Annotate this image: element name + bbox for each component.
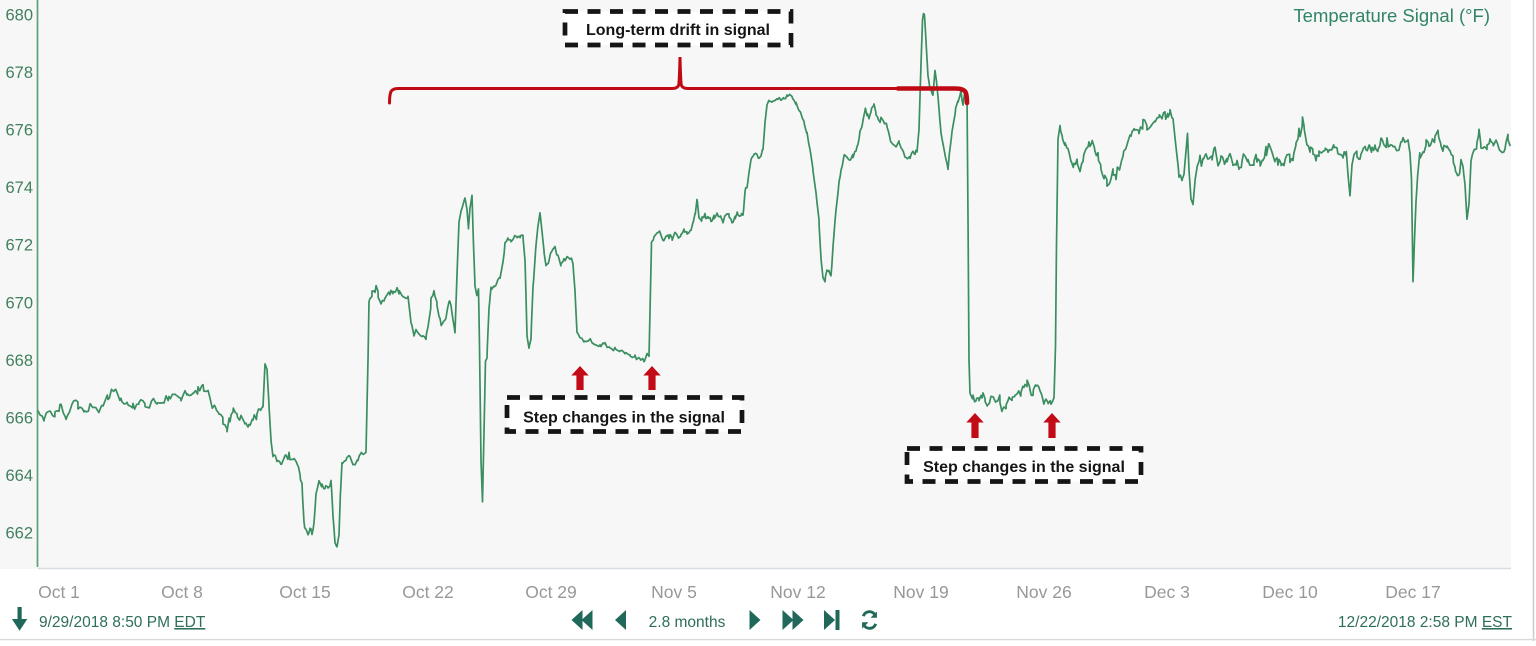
svg-text:672: 672 <box>5 237 33 255</box>
svg-text:668: 668 <box>5 352 33 370</box>
svg-text:Dec 3: Dec 3 <box>1144 582 1190 602</box>
svg-text:662: 662 <box>5 525 33 543</box>
svg-text:678: 678 <box>5 64 33 82</box>
svg-text:Step changes in the signal: Step changes in the signal <box>923 459 1125 476</box>
svg-text:12/22/2018 2:58 PM EST: 12/22/2018 2:58 PM EST <box>1338 614 1513 631</box>
svg-text:670: 670 <box>5 294 33 312</box>
svg-text:680: 680 <box>5 7 33 25</box>
svg-text:664: 664 <box>5 467 33 485</box>
svg-text:Dec 17: Dec 17 <box>1385 582 1440 602</box>
svg-text:Nov 26: Nov 26 <box>1016 582 1071 602</box>
svg-text:Dec 10: Dec 10 <box>1262 582 1318 602</box>
svg-text:Oct 1: Oct 1 <box>38 582 80 602</box>
svg-text:Oct 22: Oct 22 <box>402 582 454 602</box>
svg-text:Oct 15: Oct 15 <box>279 582 331 602</box>
svg-text:666: 666 <box>5 409 33 427</box>
svg-text:Temperature Signal (°F): Temperature Signal (°F) <box>1293 5 1490 26</box>
svg-text:2.8 months: 2.8 months <box>649 614 726 631</box>
svg-text:676: 676 <box>5 122 33 140</box>
svg-text:674: 674 <box>5 179 33 197</box>
svg-text:Step changes in the signal: Step changes in the signal <box>523 410 725 427</box>
svg-text:9/29/2018 8:50 PM EDT: 9/29/2018 8:50 PM EDT <box>39 614 206 631</box>
svg-text:Nov 19: Nov 19 <box>893 582 948 602</box>
svg-text:Oct 8: Oct 8 <box>161 582 203 602</box>
svg-text:Long-term drift in signal: Long-term drift in signal <box>586 22 770 39</box>
svg-text:Nov 12: Nov 12 <box>770 582 825 602</box>
svg-text:Nov 5: Nov 5 <box>651 582 697 602</box>
svg-text:Oct 29: Oct 29 <box>525 582 577 602</box>
